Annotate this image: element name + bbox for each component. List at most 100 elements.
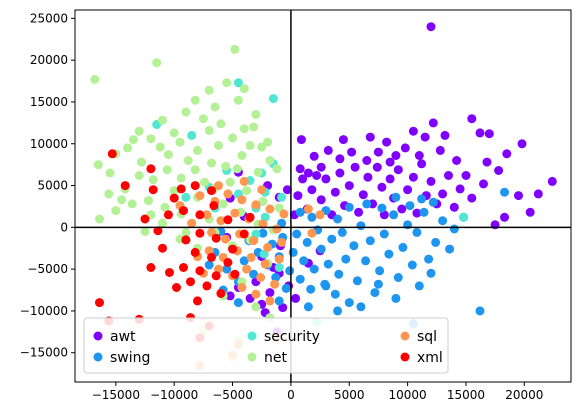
point-sql [246,252,256,262]
point-xml [186,277,195,287]
point-sql [260,259,270,269]
point-net [183,156,193,165]
point-awt [397,204,407,214]
point-xml [158,243,167,253]
x-tick-label: 15000 [447,388,485,402]
point-net [144,196,153,206]
point-sql [274,254,284,264]
point-xml [146,263,156,272]
point-swing [412,227,422,237]
point-awt [338,135,348,145]
point-net [233,95,243,105]
point-sql [221,234,231,244]
point-sql [272,224,282,234]
legend-marker [400,352,410,362]
point-sql [263,242,273,252]
point-awt [514,191,523,201]
point-net [104,189,114,199]
point-swing [475,306,485,316]
point-awt [372,162,382,172]
point-net [239,84,249,94]
point-xml [195,210,205,220]
y-tick-label: 20000 [30,53,68,67]
point-swing [428,197,438,207]
point-security [187,130,197,140]
x-tick-label: −5000 [212,388,253,402]
point-swing [302,237,312,247]
legend-item-security: security [247,329,320,345]
point-swing [352,276,362,286]
point-awt [426,22,436,32]
point-net [210,102,220,112]
point-xml [230,269,240,279]
point-net [228,133,238,143]
point-awt [295,164,305,174]
point-net [253,167,263,177]
point-net [93,160,103,170]
point-swing [445,244,455,254]
point-swing [271,273,281,282]
point-swing [362,199,372,209]
point-xml [195,228,205,238]
point-awt [312,171,322,180]
point-swing [377,203,387,213]
point-net [237,151,247,160]
point-xml [195,266,205,276]
x-tick-label: 5000 [334,388,365,402]
x-tick-label: −10000 [150,388,198,402]
point-awt [440,130,450,140]
point-sql [251,289,261,299]
point-awt [358,190,368,200]
point-awt [296,135,306,145]
point-net [176,173,186,183]
point-xml [223,215,233,225]
y-tick-label: 25000 [30,11,68,25]
point-awt [461,171,471,180]
legend-item-swing: swing [93,350,150,366]
point-net [140,227,150,236]
point-swing [391,192,401,202]
point-awt [475,128,485,138]
point-swing [398,242,408,252]
point-sql [223,189,233,199]
point-awt [321,174,331,184]
legend-label: sql [417,329,437,345]
point-net [146,134,156,144]
point-swing [285,266,295,276]
point-security [459,212,469,222]
point-security [274,263,284,272]
point-awt [354,207,364,217]
point-swing [349,241,359,251]
y-tick-label: −10000 [20,304,68,318]
point-sql [239,176,249,186]
point-security [181,192,191,202]
point-awt [393,165,403,175]
point-awt [547,176,557,186]
point-awt [293,191,303,201]
legend-marker [247,331,257,341]
point-awt [533,189,543,199]
point-net [155,142,165,152]
point-xml [163,210,173,220]
point-xml [153,226,163,236]
point-swing [424,254,434,264]
point-net [190,95,200,105]
point-swing [431,237,441,247]
point-net [263,137,273,147]
point-xml [190,181,200,191]
point-awt [278,303,288,313]
point-swing [344,298,354,308]
point-xml [223,258,233,267]
point-xml [209,201,219,211]
point-swing [321,281,331,291]
point-sql [265,296,275,306]
point-sql [242,264,252,274]
point-swing [337,227,347,237]
point-sql [265,204,275,214]
point-awt [412,208,422,218]
point-swing [365,236,375,246]
point-swing [334,269,344,279]
legend-item-awt: awt [93,329,136,345]
point-awt [377,182,387,192]
x-tick-label: 20000 [505,388,543,402]
